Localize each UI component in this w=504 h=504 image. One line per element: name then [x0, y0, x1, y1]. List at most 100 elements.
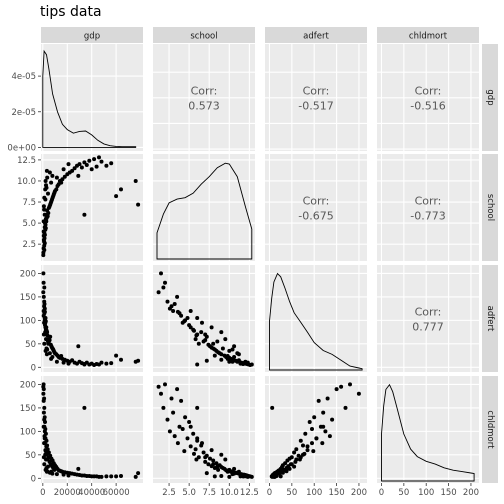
- panel-gdp-school: [153, 44, 255, 151]
- data-point: [223, 337, 228, 342]
- y-tick-label: 7.5: [22, 198, 36, 208]
- data-point: [238, 360, 243, 365]
- density-curve-chldmort: [381, 383, 475, 482]
- panel-chldmort-gdp: [41, 376, 143, 483]
- data-point: [334, 387, 339, 392]
- data-point: [223, 457, 228, 462]
- data-point: [42, 316, 47, 320]
- strip-background: [482, 376, 498, 483]
- data-point: [114, 353, 119, 358]
- data-point: [159, 271, 163, 276]
- data-point: [175, 387, 180, 392]
- x-tick-label: 0: [267, 488, 272, 498]
- data-point: [119, 474, 123, 478]
- data-point: [193, 447, 198, 452]
- data-point: [249, 362, 254, 367]
- data-point: [175, 294, 180, 299]
- data-point: [330, 417, 335, 422]
- y-tick-label: 50: [25, 340, 36, 350]
- data-point: [187, 420, 192, 424]
- y-tick-label: 150: [20, 293, 36, 303]
- corr-value: 0.777: [412, 321, 444, 334]
- panel-chldmort-school: [153, 376, 255, 483]
- data-point: [136, 202, 141, 207]
- data-point: [215, 464, 220, 469]
- data-point: [216, 467, 221, 472]
- data-point: [212, 353, 217, 358]
- panel-gdp-adfert: [265, 44, 367, 151]
- data-point: [169, 396, 174, 401]
- data-point: [348, 382, 352, 387]
- data-point: [310, 427, 314, 431]
- data-point: [219, 330, 224, 335]
- data-point: [41, 410, 46, 415]
- data-point: [54, 359, 59, 364]
- data-point: [201, 450, 206, 455]
- data-point: [219, 452, 224, 457]
- strip-label: gdp: [485, 89, 495, 105]
- data-point: [316, 398, 321, 403]
- data-point: [109, 361, 114, 366]
- data-point: [114, 474, 119, 479]
- data-point: [219, 474, 224, 478]
- strip-top-school: school: [153, 27, 255, 43]
- data-point: [208, 456, 212, 461]
- data-point: [298, 438, 303, 443]
- data-point: [76, 173, 81, 178]
- data-point: [41, 398, 46, 403]
- data-point: [52, 190, 57, 195]
- data-point: [311, 449, 316, 454]
- panel-adfert-chldmort: [377, 265, 479, 372]
- strip-right-gdp: gdp: [482, 44, 498, 151]
- data-point: [109, 474, 114, 479]
- data-point: [119, 357, 123, 362]
- data-point: [211, 341, 216, 346]
- y-tick-label: 0: [31, 474, 36, 484]
- panel-background: [153, 154, 255, 261]
- strip-right-school: school: [482, 154, 498, 261]
- data-point: [321, 424, 326, 429]
- data-point: [92, 157, 97, 162]
- data-point: [310, 441, 314, 446]
- data-point: [206, 342, 211, 347]
- data-point: [42, 436, 47, 441]
- data-point: [188, 444, 193, 449]
- data-point: [171, 410, 176, 415]
- data-point: [280, 469, 284, 474]
- data-point: [50, 173, 55, 178]
- corr-school-chldmort: Corr: -0.773: [410, 195, 445, 223]
- data-point: [214, 461, 219, 466]
- data-point: [47, 204, 52, 209]
- data-point: [165, 417, 170, 422]
- data-point: [303, 431, 308, 436]
- y-tick-label: 5.0: [22, 219, 36, 229]
- data-point: [180, 427, 185, 431]
- panel-background: [377, 265, 479, 372]
- panel-school-gdp: [41, 154, 143, 261]
- data-point: [54, 472, 59, 477]
- data-point: [232, 355, 237, 359]
- scatter-chldmort-vs-gdp: [41, 382, 141, 479]
- data-point: [172, 434, 177, 439]
- data-point: [42, 285, 47, 290]
- data-point: [94, 164, 99, 169]
- data-point: [172, 302, 177, 306]
- data-point: [104, 474, 109, 479]
- corr-value: -0.516: [410, 100, 445, 113]
- data-point: [43, 325, 48, 330]
- data-point: [66, 162, 71, 167]
- data-point: [196, 341, 201, 346]
- strip-label: adfert: [303, 32, 329, 42]
- data-point: [41, 280, 46, 285]
- data-point: [41, 253, 46, 258]
- data-point: [225, 356, 230, 361]
- data-point: [136, 471, 141, 476]
- data-point: [204, 471, 209, 476]
- data-point: [167, 429, 172, 434]
- panel-gdp-chldmort: [377, 44, 479, 151]
- y-tick-label: 2e-05: [11, 108, 36, 118]
- data-point: [209, 448, 214, 453]
- strip-label: school: [190, 32, 217, 42]
- corr-label: Corr:: [415, 85, 442, 98]
- data-point: [305, 444, 310, 449]
